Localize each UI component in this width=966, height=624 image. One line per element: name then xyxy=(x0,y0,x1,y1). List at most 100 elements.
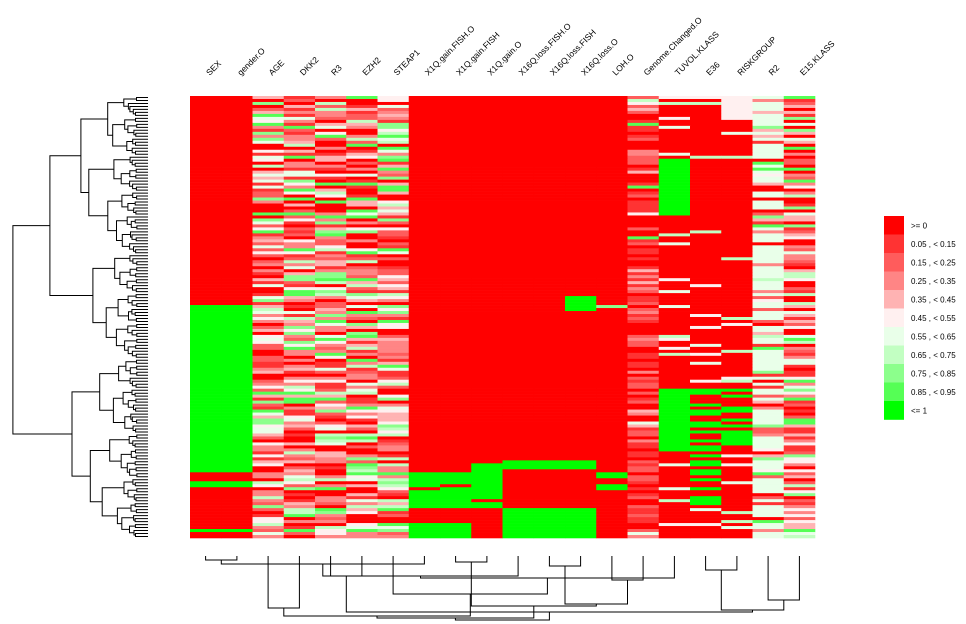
heatmap-cell xyxy=(283,460,316,464)
heatmap-cell xyxy=(377,415,410,419)
heatmap-cell xyxy=(315,337,347,342)
heatmap-cell xyxy=(533,487,566,491)
heatmap-cell xyxy=(752,496,785,500)
heatmap-cell xyxy=(221,346,253,351)
heatmap-cell xyxy=(752,325,785,330)
heatmap-cell xyxy=(377,520,410,524)
heatmap-cell xyxy=(377,257,410,261)
heatmap-cell xyxy=(377,149,410,154)
heatmap-cell xyxy=(221,397,253,401)
heatmap-cell xyxy=(752,269,785,273)
dendrogram-branch xyxy=(131,416,148,422)
heatmap-cell xyxy=(565,445,597,449)
heatmap-cell xyxy=(377,400,410,404)
heatmap-cell xyxy=(783,143,816,148)
heatmap-cell xyxy=(690,224,722,228)
heatmap-cell xyxy=(783,328,816,333)
heatmap-cell xyxy=(315,206,347,210)
heatmap-cell xyxy=(190,293,222,297)
heatmap-cell xyxy=(315,236,347,240)
heatmap-cell xyxy=(221,101,253,106)
heatmap-cell xyxy=(190,364,222,369)
heatmap-cell xyxy=(690,529,722,533)
heatmap-cell xyxy=(690,496,722,500)
heatmap-cell xyxy=(783,296,816,300)
heatmap-cell xyxy=(471,391,503,395)
dendrogram-branch xyxy=(129,525,136,534)
heatmap-cell xyxy=(315,535,347,539)
heatmap-cell xyxy=(533,128,566,133)
heatmap-cell xyxy=(440,221,472,225)
heatmap-cell xyxy=(721,308,753,312)
heatmap-cell xyxy=(721,448,753,452)
heatmap-cell xyxy=(190,535,222,539)
heatmap-cell xyxy=(565,472,597,476)
heatmap-cell xyxy=(533,526,566,530)
heatmap-cell xyxy=(471,110,503,115)
heatmap-cell xyxy=(752,376,785,381)
heatmap-cell xyxy=(221,358,253,363)
heatmap-cell xyxy=(565,508,597,512)
heatmap-cell xyxy=(346,116,378,121)
dendrogram-branch xyxy=(135,168,148,173)
dendrogram-branch xyxy=(131,329,148,336)
heatmap-cell xyxy=(252,248,285,252)
heatmap-cell xyxy=(752,370,785,375)
dendrogram-branch xyxy=(115,328,128,347)
heatmap-cell xyxy=(721,481,753,485)
heatmap-cell xyxy=(690,442,722,446)
heatmap-cell xyxy=(596,293,628,297)
heatmap-cell xyxy=(190,101,222,106)
heatmap-cell xyxy=(627,173,660,177)
heatmap-cell xyxy=(627,257,660,261)
heatmap-cell xyxy=(471,397,503,401)
heatmap-cell xyxy=(721,146,753,151)
dendrogram-branch xyxy=(135,383,148,388)
heatmap-cell xyxy=(346,227,378,231)
heatmap-cell xyxy=(533,514,566,518)
heatmap-cell xyxy=(408,284,441,288)
heatmap-cell xyxy=(408,245,441,249)
heatmap-cell xyxy=(377,317,410,321)
heatmap-cell xyxy=(315,388,347,392)
heatmap-cell xyxy=(346,131,378,136)
heatmap-cell xyxy=(283,475,316,479)
heatmap-cell xyxy=(627,179,660,183)
heatmap-cell xyxy=(502,257,535,261)
heatmap-cell xyxy=(283,314,316,318)
heatmap-cell xyxy=(440,128,472,133)
heatmap-cell xyxy=(346,290,378,294)
heatmap-cell xyxy=(408,266,441,270)
heatmap-cell xyxy=(408,272,441,276)
heatmap-cell xyxy=(346,448,378,452)
heatmap-cell xyxy=(315,364,347,369)
heatmap-cell xyxy=(471,421,503,425)
heatmap-cell xyxy=(221,427,253,431)
heatmap-cell xyxy=(533,311,566,315)
heatmap-cell xyxy=(471,299,503,303)
heatmap-cell xyxy=(190,523,222,527)
heatmap-cell xyxy=(346,98,378,103)
heatmap-cell xyxy=(596,430,628,434)
heatmap-cell xyxy=(596,472,628,476)
heatmap-cell xyxy=(190,481,222,485)
heatmap-cell xyxy=(627,406,660,410)
heatmap-cell xyxy=(440,296,472,300)
heatmap-cell xyxy=(471,140,503,145)
heatmap-cell xyxy=(440,475,472,479)
legend-swatch xyxy=(884,364,904,383)
heatmap-cell xyxy=(440,281,472,285)
heatmap-cell xyxy=(658,454,691,458)
heatmap-cell xyxy=(502,376,535,381)
heatmap-cell xyxy=(658,302,691,306)
heatmap-cell xyxy=(221,176,253,180)
heatmap-cell xyxy=(408,451,441,455)
heatmap-cell xyxy=(565,104,597,109)
heatmap-cell xyxy=(533,364,566,369)
heatmap-cell xyxy=(502,203,535,207)
heatmap-cell xyxy=(658,266,691,270)
heatmap-cell xyxy=(502,263,535,267)
heatmap-cell xyxy=(408,290,441,294)
heatmap-cell xyxy=(565,454,597,458)
heatmap-cell xyxy=(690,305,722,309)
